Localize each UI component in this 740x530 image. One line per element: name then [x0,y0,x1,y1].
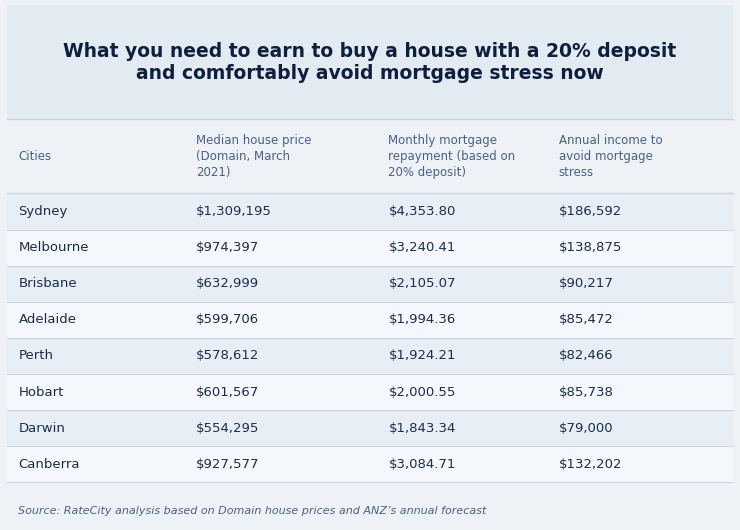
Text: Adelaide: Adelaide [18,313,76,326]
Text: Perth: Perth [18,349,53,363]
Text: $1,924.21: $1,924.21 [388,349,456,363]
Text: $554,295: $554,295 [196,422,260,435]
Text: Median house price
(Domain, March
2021): Median house price (Domain, March 2021) [196,134,312,179]
Text: $974,397: $974,397 [196,241,259,254]
FancyBboxPatch shape [7,302,733,338]
Text: $1,994.36: $1,994.36 [388,313,456,326]
Text: $632,999: $632,999 [196,277,259,290]
Text: Melbourne: Melbourne [18,241,89,254]
Text: $578,612: $578,612 [196,349,260,363]
Text: $927,577: $927,577 [196,458,260,471]
Text: Monthly mortgage
repayment (based on
20% deposit): Monthly mortgage repayment (based on 20%… [388,134,516,179]
Text: $85,738: $85,738 [559,385,613,399]
Text: $82,466: $82,466 [559,349,613,363]
FancyBboxPatch shape [7,229,733,266]
Text: Darwin: Darwin [18,422,65,435]
Text: $138,875: $138,875 [559,241,622,254]
Text: Annual income to
avoid mortgage
stress: Annual income to avoid mortgage stress [559,134,662,179]
FancyBboxPatch shape [7,410,733,446]
FancyBboxPatch shape [7,5,733,119]
Text: $4,353.80: $4,353.80 [388,205,456,218]
Text: $85,472: $85,472 [559,313,613,326]
FancyBboxPatch shape [7,119,733,193]
Text: $90,217: $90,217 [559,277,613,290]
Text: $2,000.55: $2,000.55 [388,385,456,399]
Text: Hobart: Hobart [18,385,64,399]
Text: What you need to earn to buy a house with a 20% deposit
and comfortably avoid mo: What you need to earn to buy a house wit… [64,42,676,83]
Text: $599,706: $599,706 [196,313,259,326]
FancyBboxPatch shape [7,266,733,302]
FancyBboxPatch shape [7,446,733,482]
Text: $2,105.07: $2,105.07 [388,277,456,290]
Text: Canberra: Canberra [18,458,80,471]
Text: $1,843.34: $1,843.34 [388,422,456,435]
Text: $186,592: $186,592 [559,205,622,218]
FancyBboxPatch shape [7,338,733,374]
Text: $79,000: $79,000 [559,422,613,435]
Text: Sydney: Sydney [18,205,68,218]
FancyBboxPatch shape [7,374,733,410]
Text: $601,567: $601,567 [196,385,259,399]
FancyBboxPatch shape [7,193,733,229]
Text: $3,084.71: $3,084.71 [388,458,456,471]
Text: Brisbane: Brisbane [18,277,77,290]
Text: $132,202: $132,202 [559,458,622,471]
Text: $1,309,195: $1,309,195 [196,205,272,218]
Text: Source: RateCity analysis based on Domain house prices and ANZ’s annual forecast: Source: RateCity analysis based on Domai… [18,507,487,516]
Text: Cities: Cities [18,150,52,163]
Text: $3,240.41: $3,240.41 [388,241,456,254]
